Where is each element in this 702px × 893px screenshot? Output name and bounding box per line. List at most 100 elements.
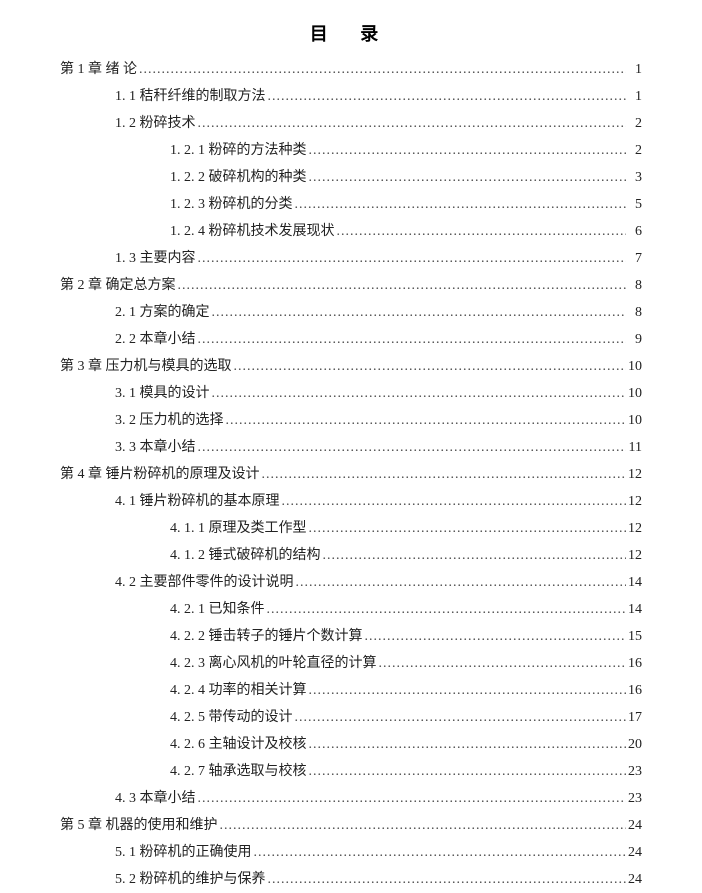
toc-leader-dots: ........................................… [307,137,627,164]
toc-entry-page: 23 [626,758,642,785]
toc-leader-dots: ........................................… [266,83,627,110]
toc-entry-label: 4. 2. 5 带传动的设计 [170,704,293,731]
toc-entry: 第 1 章 绪 论...............................… [60,56,642,83]
toc-entry-page: 17 [626,704,642,731]
toc-entry: 4. 3 本章小结...............................… [60,785,642,812]
toc-entry-page: 11 [626,434,642,461]
toc-entry-page: 3 [626,164,642,191]
toc-entry-page: 10 [626,407,642,434]
toc-entry-page: 12 [626,461,642,488]
toc-entry-label: 1. 2. 2 破碎机构的种类 [170,164,307,191]
toc-body: 第 1 章 绪 论...............................… [60,56,642,893]
toc-entry-label: 第 3 章 压力机与模具的选取 [60,353,232,380]
toc-entry-label: 第 1 章 绪 论 [60,56,137,83]
toc-leader-dots: ........................................… [252,839,627,866]
toc-entry-label: 4. 1. 2 锤式破碎机的结构 [170,542,321,569]
toc-leader-dots: ........................................… [293,704,627,731]
toc-entry: 1. 2. 3 粉碎机的分类..........................… [60,191,642,218]
toc-entry-page: 14 [626,596,642,623]
toc-leader-dots: ........................................… [196,110,627,137]
toc-entry-label: 1. 3 主要内容 [115,245,196,272]
toc-leader-dots: ........................................… [280,488,627,515]
toc-entry-label: 3. 3 本章小结 [115,434,196,461]
toc-entry-label: 3. 1 模具的设计 [115,380,210,407]
toc-entry: 1. 3 主要内容...............................… [60,245,642,272]
toc-entry: 3. 1 模具的设计..............................… [60,380,642,407]
toc-leader-dots: ........................................… [224,407,627,434]
toc-entry-page: 10 [626,353,642,380]
toc-leader-dots: ........................................… [210,380,627,407]
toc-entry-page: 20 [626,731,642,758]
toc-entry: 4. 2. 6 主轴设计及校核.........................… [60,731,642,758]
toc-entry-page: 23 [626,785,642,812]
toc-entry-page: 5 [626,191,642,218]
toc-entry-page: 8 [626,272,642,299]
toc-entry-label: 4. 3 本章小结 [115,785,196,812]
toc-leader-dots: ........................................… [176,272,627,299]
toc-entry-page: 16 [626,650,642,677]
toc-leader-dots: ........................................… [196,326,627,353]
toc-entry-page: 16 [626,677,642,704]
toc-entry-label: 5. 1 粉碎机的正确使用 [115,839,252,866]
toc-entry: 5. 1 粉碎机的正确使用...........................… [60,839,642,866]
toc-leader-dots: ........................................… [307,758,627,785]
toc-entry: 第 5 章 机器的使用和维护..........................… [60,812,642,839]
toc-entry-label: 第 5 章 机器的使用和维护 [60,812,218,839]
toc-entry-label: 1. 2. 4 粉碎机技术发展现状 [170,218,335,245]
toc-entry-label: 2. 1 方案的确定 [115,299,210,326]
toc-entry: 4. 2. 2 锤击转子的锤片个数计算.....................… [60,623,642,650]
toc-entry: 3. 3 本章小结...............................… [60,434,642,461]
toc-leader-dots: ........................................… [377,650,627,677]
toc-entry-label: 4. 2. 7 轴承选取与校核 [170,758,307,785]
toc-entry: 1. 2. 2 破碎机构的种类.........................… [60,164,642,191]
toc-leader-dots: ........................................… [307,164,627,191]
toc-leader-dots: ........................................… [265,596,627,623]
toc-entry: 1. 1 秸秆纤维的制取方法..........................… [60,83,642,110]
toc-leader-dots: ........................................… [307,677,627,704]
toc-entry-page: 2 [626,110,642,137]
toc-entry: 2. 2 本章小结...............................… [60,326,642,353]
toc-entry-page: 7 [626,245,642,272]
toc-entry-page: 24 [626,839,642,866]
toc-entry-page: 12 [626,488,642,515]
toc-entry-label: 1. 2. 1 粉碎的方法种类 [170,137,307,164]
toc-entry: 3. 2 压力机的选择.............................… [60,407,642,434]
toc-entry-label: 4. 2. 4 功率的相关计算 [170,677,307,704]
toc-entry: 4. 1 锤片粉碎机的基本原理.........................… [60,488,642,515]
toc-entry: 4. 2 主要部件零件的设计说明........................… [60,569,642,596]
toc-entry-label: 3. 2 压力机的选择 [115,407,224,434]
toc-leader-dots: ........................................… [363,623,627,650]
toc-entry-label: 4. 2. 2 锤击转子的锤片个数计算 [170,623,363,650]
toc-entry-page: 15 [626,623,642,650]
toc-entry: 2. 1 方案的确定..............................… [60,299,642,326]
toc-entry: 4. 2. 7 轴承选取与校核.........................… [60,758,642,785]
toc-leader-dots: ........................................… [321,542,627,569]
toc-entry: 1. 2 粉碎技术...............................… [60,110,642,137]
toc-entry-label: 第 2 章 确定总方案 [60,272,176,299]
toc-entry: 1. 2. 1 粉碎的方法种类.........................… [60,137,642,164]
toc-entry-page: 12 [626,515,642,542]
toc-entry-label: 4. 2 主要部件零件的设计说明 [115,569,294,596]
toc-entry-page: 6 [626,218,642,245]
toc-entry-label: 4. 1 锤片粉碎机的基本原理 [115,488,280,515]
toc-entry-page: 9 [626,326,642,353]
toc-entry-page: 24 [626,812,642,839]
toc-entry-label: 1. 2 粉碎技术 [115,110,196,137]
toc-entry-label: 4. 2. 1 已知条件 [170,596,265,623]
toc-leader-dots: ........................................… [196,785,627,812]
toc-entry-page: 8 [626,299,642,326]
toc-entry-page: 1 [626,56,642,83]
toc-entry-label: 4. 2. 6 主轴设计及校核 [170,731,307,758]
toc-entry: 5. 2 粉碎机的维护与保养..........................… [60,866,642,893]
toc-leader-dots: ........................................… [260,461,627,488]
toc-entry: 4. 1. 2 锤式破碎机的结构........................… [60,542,642,569]
toc-entry: 4. 2. 1 已知条件............................… [60,596,642,623]
toc-entry-label: 5. 2 粉碎机的维护与保养 [115,866,266,893]
toc-entry: 4. 2. 5 带传动的设计..........................… [60,704,642,731]
toc-leader-dots: ........................................… [335,218,627,245]
toc-leader-dots: ........................................… [294,569,627,596]
toc-leader-dots: ........................................… [210,299,627,326]
toc-title: 目 录 [60,20,642,46]
toc-entry-label: 第 4 章 锤片粉碎机的原理及设计 [60,461,260,488]
toc-entry-label: 1. 1 秸秆纤维的制取方法 [115,83,266,110]
